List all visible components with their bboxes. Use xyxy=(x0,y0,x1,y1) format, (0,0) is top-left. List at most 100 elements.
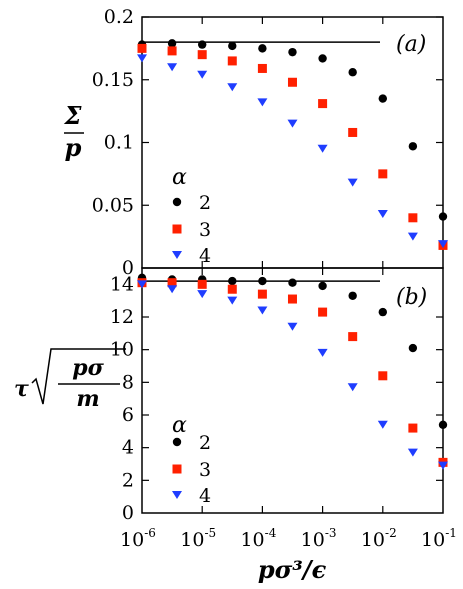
panel-a-point-alpha-2 xyxy=(378,94,387,103)
panel-a-legend-label-4: 4 xyxy=(199,245,211,267)
panel-b-point-alpha-2 xyxy=(348,291,357,300)
x-tick-label: 10-3 xyxy=(301,526,337,551)
panel-b-point-alpha-3 xyxy=(408,423,418,433)
panel-b-point-alpha-3 xyxy=(348,332,358,342)
x-tick-label: 10-4 xyxy=(240,526,276,551)
panel-b-point-alpha-3 xyxy=(318,307,328,317)
panel-a-point-alpha-2 xyxy=(318,54,327,63)
panel-b-point-alpha-3 xyxy=(227,284,237,294)
panel-a-y-axis: 0 0.05 0.1 0.15 0.2 xyxy=(92,6,443,279)
panel-b-y-label-prefix: τ xyxy=(14,376,29,402)
panel-b-point-alpha-4 xyxy=(197,290,208,299)
panel-a-point-alpha-4 xyxy=(377,210,388,219)
panel-b-point-alpha-2 xyxy=(288,278,297,287)
panel-a-point-alpha-3 xyxy=(227,56,237,66)
panel-a-legend-label-3: 3 xyxy=(199,219,211,241)
panel-a-point-alpha-2 xyxy=(167,39,177,48)
panel-a-point-alpha-4 xyxy=(438,240,448,249)
panel-a-point-alpha-4 xyxy=(407,232,418,241)
panel-a-y-label-denominator: p xyxy=(65,133,82,162)
panel-a-y-label: Σ p xyxy=(64,101,84,162)
panel-b-legend-marker-2 xyxy=(172,437,182,447)
panel-b-point-alpha-4 xyxy=(227,296,238,305)
panel-b-label: (b) xyxy=(396,285,427,310)
panel-a-point-alpha-3 xyxy=(137,43,147,53)
panel-b-point-alpha-4 xyxy=(287,322,298,331)
panel-b-y-label-numerator: pσ xyxy=(72,355,104,381)
panel-a-point-alpha-4 xyxy=(287,119,298,128)
panel-b-y-tick-label: 6 xyxy=(122,404,134,426)
panel-b-y-tick-label: 2 xyxy=(122,469,134,491)
panel-b-point-alpha-2 xyxy=(378,307,387,317)
panel-b-legend-marker-4 xyxy=(172,491,182,499)
panel-b-point-alpha-4 xyxy=(407,448,418,457)
panel-a-point-alpha-4 xyxy=(167,63,178,72)
panel-b-frame xyxy=(141,267,444,514)
panel-b-legend-label-2: 2 xyxy=(199,432,211,454)
panel-a-y-tick-label: 0.2 xyxy=(104,6,134,28)
panel-a-legend-marker-4 xyxy=(172,251,182,259)
panel-a-point-alpha-2 xyxy=(198,40,207,49)
panel-a-point-alpha-3 xyxy=(167,46,177,56)
panel-b-point-alpha-2 xyxy=(408,343,418,353)
panel-a-point-alpha-2 xyxy=(438,212,448,221)
panel-a: 0 0.05 0.1 0.15 0.2 (a) Σ p α 2 3 4 xyxy=(64,6,448,279)
panel-a-y-tick-label: 0.05 xyxy=(92,194,134,216)
panel-b-point-alpha-4 xyxy=(167,285,178,294)
panel-b-legend: α 2 3 4 xyxy=(172,413,211,507)
panel-a-legend: α 2 3 4 xyxy=(172,165,211,267)
panel-b-point-alpha-4 xyxy=(347,383,358,392)
panel-a-point-alpha-3 xyxy=(197,50,207,60)
x-axis: 10-6 10-5 10-4 10-3 10-2 10-1 xyxy=(120,526,457,551)
panel-b-point-alpha-4 xyxy=(317,348,328,357)
panel-b-point-alpha-2 xyxy=(228,276,237,286)
panel-b-y-tick-label: 0 xyxy=(122,502,134,524)
panel-a-point-alpha-2 xyxy=(348,68,357,77)
panel-b-point-alpha-4 xyxy=(137,280,147,289)
panel-b-point-alpha-3 xyxy=(197,279,207,289)
panel-b-y-tick-label: 12 xyxy=(110,306,134,328)
panel-b-legend-marker-3 xyxy=(172,464,182,474)
panel-a-legend-marker-2 xyxy=(172,197,182,207)
panel-a-point-alpha-2 xyxy=(408,142,418,151)
panel-a-point-alpha-4 xyxy=(197,70,208,79)
panel-a-point-alpha-3 xyxy=(348,127,358,137)
x-axis-label: pσ³/ϵ xyxy=(258,555,327,584)
panel-b-point-alpha-4 xyxy=(257,306,268,315)
panel-b-data-marks xyxy=(137,273,448,470)
panel-a-point-alpha-3 xyxy=(257,63,267,73)
panel-b-y-tick-label: 4 xyxy=(122,437,134,459)
panel-b-point-alpha-2 xyxy=(318,281,327,291)
panel-b-y-tick-label: 14 xyxy=(110,273,134,295)
panel-b-point-alpha-2 xyxy=(438,420,448,429)
panel-a-y-tick-label: 0 xyxy=(122,257,134,279)
panel-a-point-alpha-2 xyxy=(228,41,237,51)
panel-a-point-alpha-2 xyxy=(288,47,297,57)
panel-a-y-tick-label: 0.15 xyxy=(92,69,134,91)
panel-a-point-alpha-3 xyxy=(287,77,297,87)
x-tick-label: 10-6 xyxy=(120,526,156,551)
panel-b-point-alpha-3 xyxy=(287,294,297,304)
panel-a-legend-label-2: 2 xyxy=(199,192,211,214)
panel-a-point-alpha-3 xyxy=(318,99,328,109)
x-tick-label: 10-2 xyxy=(361,526,397,551)
panel-b-y-label: τ pσ m xyxy=(14,348,126,412)
panel-b-point-alpha-4 xyxy=(438,461,448,470)
panel-a-data-marks xyxy=(137,39,448,250)
panel-a-label: (a) xyxy=(396,32,426,57)
panel-b-legend-label-4: 4 xyxy=(199,485,211,507)
panel-a-point-alpha-4 xyxy=(347,178,358,187)
panel-b-point-alpha-3 xyxy=(257,289,267,299)
panel-b-point-alpha-3 xyxy=(167,278,177,288)
panel-b-point-alpha-3 xyxy=(378,371,388,381)
panel-a-legend-marker-3 xyxy=(172,224,182,234)
panel-b-point-alpha-4 xyxy=(377,420,388,429)
panel-a-y-tick-label: 0.1 xyxy=(104,132,134,154)
panel-a-y-label-numerator: Σ xyxy=(64,101,83,130)
panel-b-y-tick-label: 8 xyxy=(122,371,134,393)
panel-b-y-label-denominator: m xyxy=(76,386,99,412)
panel-b-legend-label-3: 3 xyxy=(199,459,211,481)
